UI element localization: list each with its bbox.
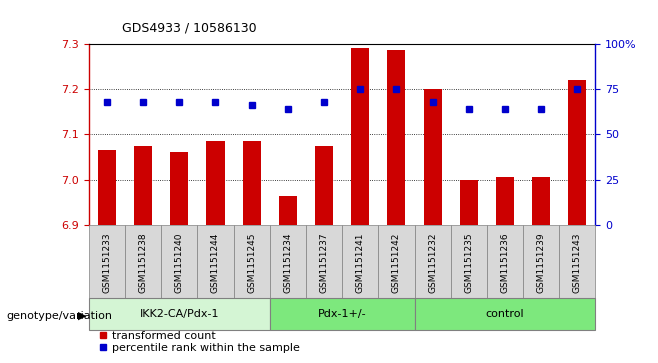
Legend: transformed count, percentile rank within the sample: transformed count, percentile rank withi…	[94, 326, 305, 358]
Bar	[89, 225, 125, 301]
Bar	[161, 225, 197, 301]
Text: GDS4933 / 10586130: GDS4933 / 10586130	[122, 21, 257, 34]
Bar	[415, 225, 451, 301]
Bar	[98, 150, 116, 225]
Bar	[170, 152, 188, 225]
Text: IKK2-CA/Pdx-1: IKK2-CA/Pdx-1	[139, 309, 219, 319]
Bar	[197, 225, 234, 301]
Bar	[532, 178, 550, 225]
Bar	[415, 298, 595, 330]
Text: GSM1151244: GSM1151244	[211, 233, 220, 293]
Bar	[89, 298, 270, 330]
Bar	[342, 225, 378, 301]
Bar	[315, 146, 333, 225]
Bar	[351, 48, 369, 225]
Bar	[270, 298, 415, 330]
Text: GSM1151235: GSM1151235	[465, 233, 473, 294]
Bar	[460, 180, 478, 225]
Bar	[134, 146, 152, 225]
Bar	[424, 89, 442, 225]
Text: control: control	[486, 309, 524, 319]
Bar	[279, 196, 297, 225]
Bar	[559, 225, 595, 301]
Text: GSM1151239: GSM1151239	[537, 233, 545, 294]
Bar	[270, 225, 306, 301]
Bar	[523, 225, 559, 301]
Text: GSM1151238: GSM1151238	[139, 233, 147, 294]
Text: Pdx-1+/-: Pdx-1+/-	[318, 309, 367, 319]
Bar	[487, 225, 523, 301]
Text: GSM1151234: GSM1151234	[284, 233, 292, 293]
Text: GSM1151241: GSM1151241	[356, 233, 365, 293]
Bar	[207, 141, 224, 225]
Bar	[125, 225, 161, 301]
Bar	[378, 225, 415, 301]
Bar	[496, 178, 514, 225]
Text: GSM1151243: GSM1151243	[573, 233, 582, 293]
Bar	[388, 50, 405, 225]
Text: GSM1151232: GSM1151232	[428, 233, 437, 293]
Bar	[243, 141, 261, 225]
Text: genotype/variation: genotype/variation	[7, 311, 113, 321]
Bar	[451, 225, 487, 301]
Bar	[569, 80, 586, 225]
Text: GSM1151236: GSM1151236	[501, 233, 509, 294]
Bar	[234, 225, 270, 301]
Text: GSM1151242: GSM1151242	[392, 233, 401, 293]
Text: ▶: ▶	[78, 311, 86, 321]
Text: GSM1151240: GSM1151240	[175, 233, 184, 293]
Bar	[306, 225, 342, 301]
Text: GSM1151245: GSM1151245	[247, 233, 256, 293]
Text: GSM1151233: GSM1151233	[103, 233, 111, 294]
Text: GSM1151237: GSM1151237	[320, 233, 328, 294]
